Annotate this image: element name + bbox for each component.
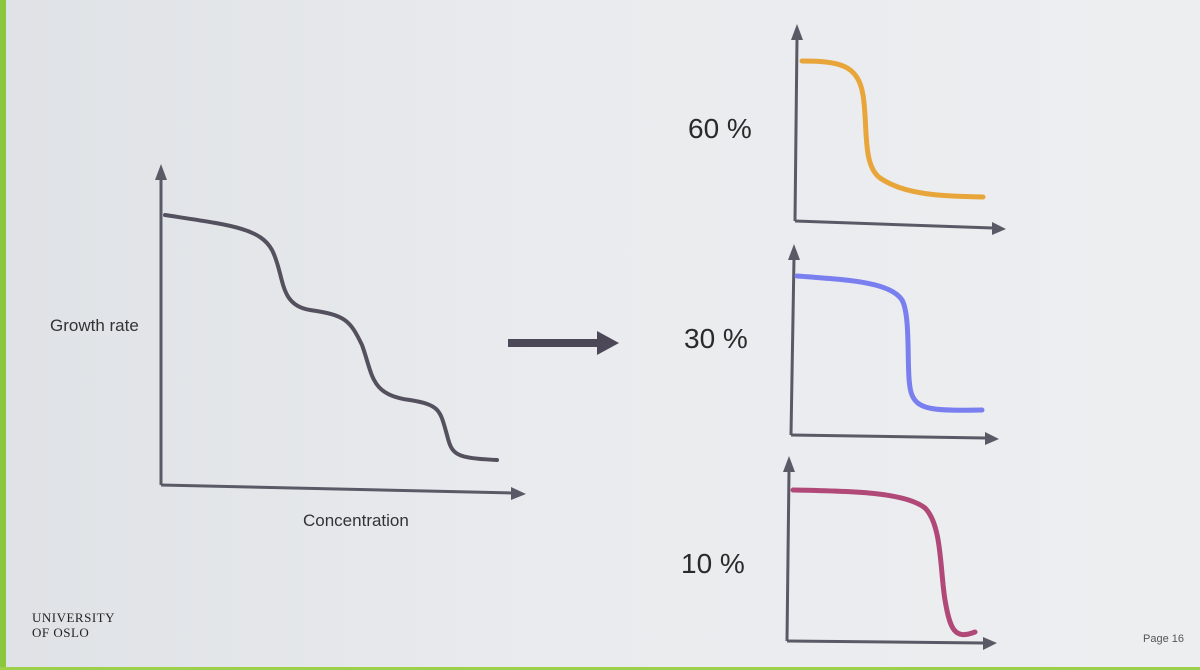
panel-30-axes bbox=[788, 244, 999, 445]
slide bbox=[6, 0, 1200, 667]
panel-10-label: 10 % bbox=[681, 548, 745, 579]
panel-60-axes bbox=[791, 24, 1006, 235]
panel-30-y-axis bbox=[789, 257, 796, 436]
university-logo: UNIVERSITY OF OSLO bbox=[32, 610, 115, 640]
slide-edge-left bbox=[0, 0, 6, 670]
panel-30-y-arrowhead bbox=[788, 244, 800, 260]
panel-30-x-arrowhead bbox=[985, 432, 999, 445]
panel-60-y-arrowhead bbox=[791, 24, 803, 40]
panel-30-label: 30 % bbox=[684, 323, 748, 354]
panel-60-x-arrowhead bbox=[992, 222, 1006, 235]
x-axis-label: Concentration bbox=[303, 511, 409, 530]
panel-60-label: 60 % bbox=[688, 113, 752, 144]
main-curve bbox=[163, 213, 499, 462]
panel-10-x-arrowhead bbox=[983, 637, 997, 650]
university-line-2: OF OSLO bbox=[32, 625, 90, 640]
panel-60-y-axis bbox=[793, 37, 799, 222]
transition-arrow bbox=[508, 331, 619, 355]
panel-10-y-arrowhead bbox=[783, 456, 795, 472]
main-x-arrowhead bbox=[511, 487, 526, 500]
main-y-arrowhead bbox=[155, 164, 167, 180]
panel-10-x-axis bbox=[786, 639, 984, 645]
panel-10-y-axis bbox=[785, 470, 791, 642]
university-line-1: UNIVERSITY bbox=[32, 610, 115, 625]
arrow-head bbox=[597, 331, 619, 355]
curve-60 bbox=[799, 58, 986, 200]
panel-60-x-axis bbox=[794, 219, 994, 230]
main-axes bbox=[155, 164, 526, 500]
y-axis-label: Growth rate bbox=[50, 316, 139, 335]
curve-30 bbox=[794, 273, 985, 413]
curve-10 bbox=[790, 487, 978, 638]
slide-edge-bottom bbox=[0, 667, 1200, 670]
panel-10-axes bbox=[783, 456, 997, 650]
main-x-axis bbox=[160, 483, 513, 495]
page-number: Page 16 bbox=[1143, 633, 1184, 645]
panel-30-x-axis bbox=[790, 433, 986, 440]
